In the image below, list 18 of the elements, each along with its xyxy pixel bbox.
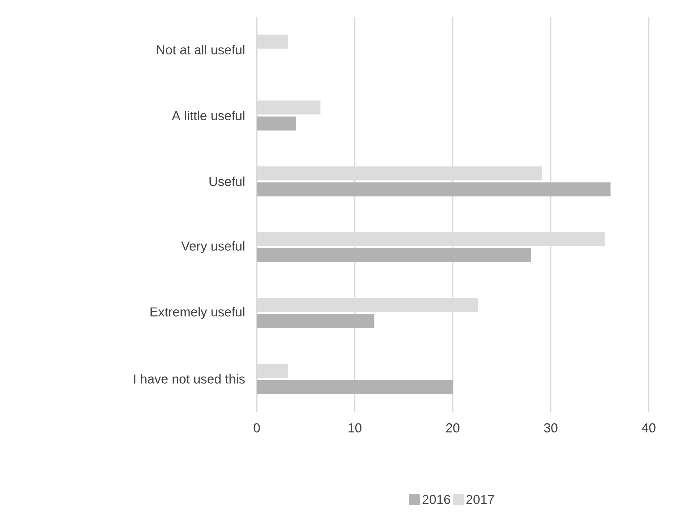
x-tick-label: 10 [348,424,362,433]
x-tick-label: 40 [642,424,656,433]
legend-label: 2017 [466,495,494,504]
x-tick-label: 0 [254,424,260,433]
y-tick-label: Very useful [181,241,245,254]
legend-label: 2016 [422,495,450,504]
bar [257,248,532,262]
y-tick-label: Not at all useful [157,45,245,55]
y-tick-label: I have not used this [134,374,246,384]
bar [257,314,375,328]
y-tick-label: Useful [210,176,245,186]
bar [257,380,454,394]
y-tick-label: A little useful [172,110,245,121]
x-tick-label: 30 [544,424,558,433]
bar [257,182,611,197]
bar [257,116,296,131]
y-tick-label: Extremely useful [150,307,245,320]
x-tick-label: 20 [446,424,460,433]
